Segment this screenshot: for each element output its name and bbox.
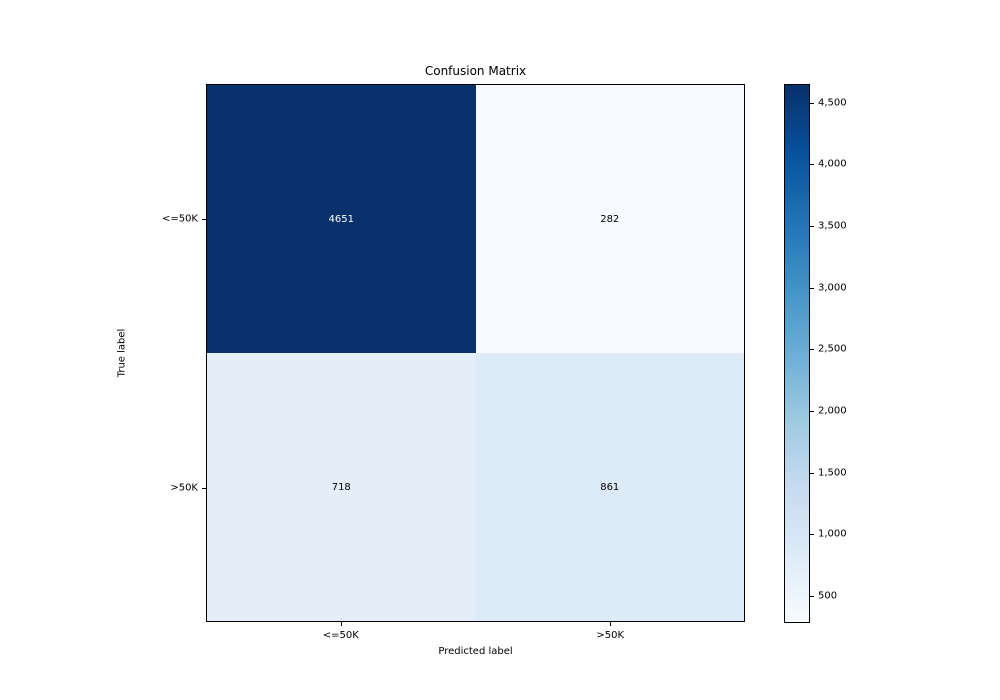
colorbar-tick-label: 2,000 [818, 405, 847, 417]
colorbar-tickmark [810, 225, 814, 227]
chart-title: Confusion Matrix [424, 64, 527, 78]
cell-value: 282 [600, 213, 620, 225]
y-axis-label: True label [116, 328, 128, 378]
heatmap-cell-0-1: 282 [475, 85, 744, 353]
colorbar-tick-label: 4,500 [818, 97, 847, 109]
colorbar-tick-label: 3,500 [818, 220, 847, 232]
colorbar-tick-label: 1,500 [818, 467, 847, 479]
colorbar-tick-label: 1,000 [818, 528, 847, 540]
heatmap-cell-1-0: 718 [207, 353, 476, 621]
x-tick-label-0: <=50K [322, 630, 359, 641]
axis-tickmark [202, 487, 206, 489]
colorbar-tickmark [810, 534, 814, 536]
heatmap-cell-0-0: 4651 [207, 85, 476, 353]
colorbar-tickmark [810, 164, 814, 166]
colorbar-tickmark [810, 349, 814, 351]
colorbar-tickmark [810, 472, 814, 474]
colorbar-tick-label: 2,500 [818, 343, 847, 355]
colorbar-tick-label: 3,000 [818, 282, 847, 294]
x-axis-label: Predicted label [438, 646, 513, 657]
colorbar-tickmark [810, 596, 814, 598]
axis-tickmark [202, 218, 206, 220]
colorbar-tickmark [810, 102, 814, 104]
heatmap-plot: 4651 282 718 861 [206, 84, 745, 622]
colorbar-tickmark [810, 287, 814, 289]
colorbar-tick-label: 4,000 [818, 158, 847, 170]
colorbar-tick-label: 500 [818, 590, 838, 602]
axis-tickmark [610, 622, 612, 626]
cell-value: 4651 [328, 213, 354, 225]
x-tick-label-1: >50K [596, 630, 625, 641]
axis-tickmark [340, 622, 342, 626]
cell-value: 861 [600, 481, 620, 493]
y-tick-label-1: >50K [170, 482, 198, 493]
colorbar-tickmark [810, 411, 814, 413]
heatmap-cell-1-1: 861 [475, 353, 744, 621]
colorbar [784, 84, 810, 623]
y-tick-label-0: <=50K [161, 213, 198, 224]
cell-value: 718 [331, 481, 351, 493]
